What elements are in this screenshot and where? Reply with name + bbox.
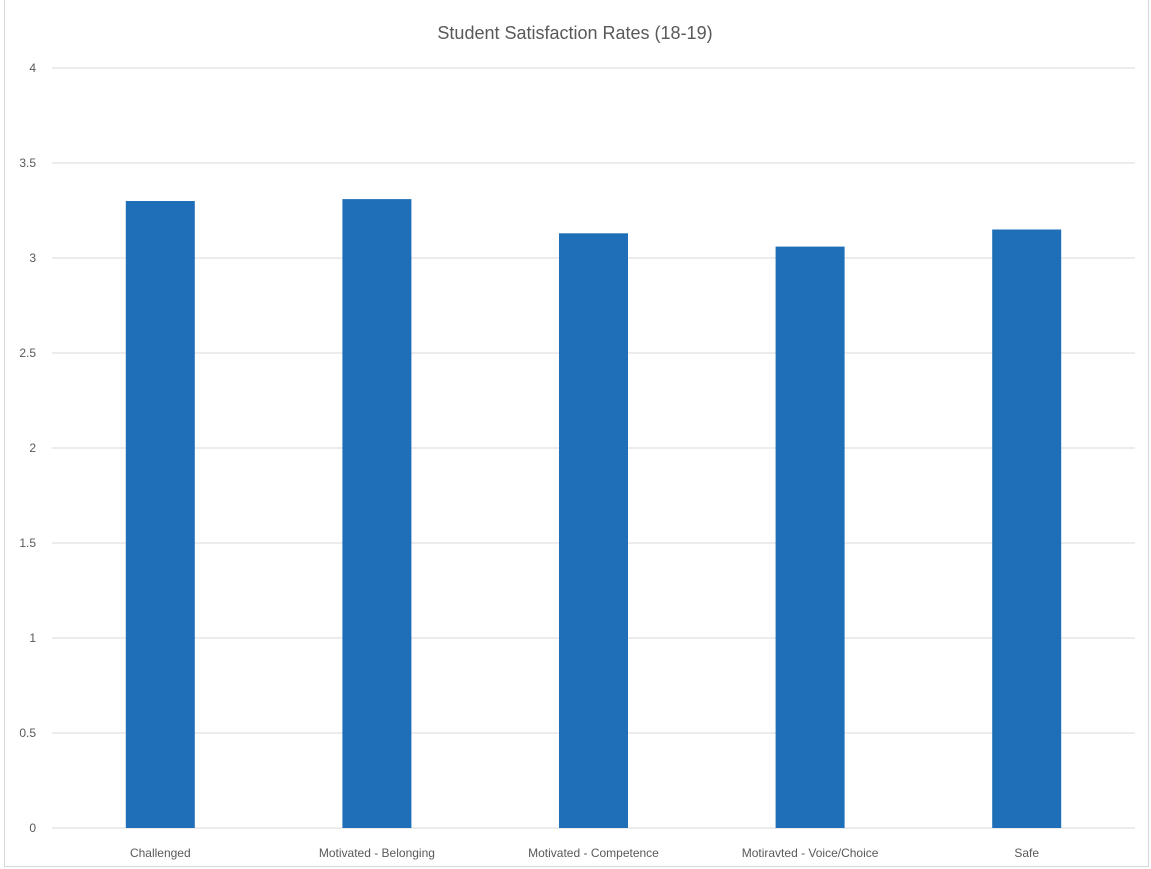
bar xyxy=(342,199,412,829)
y-axis-tick-labels: 0 0.5 1 1.5 2 2.5 3 3.5 4 xyxy=(19,61,36,835)
y-tick-label: 3 xyxy=(29,251,36,265)
bar xyxy=(775,246,845,829)
x-category-label: Safe xyxy=(1014,846,1039,860)
y-tick-label: 1 xyxy=(29,631,36,645)
x-axis-category-labels: Challenged Motivated - Belonging Motivated… xyxy=(130,846,1039,860)
x-category-label: Challenged xyxy=(130,846,191,860)
y-tick-label: 1.5 xyxy=(19,536,36,550)
y-tick-label: 4 xyxy=(29,61,36,75)
bar xyxy=(125,201,195,828)
bars xyxy=(125,199,1062,829)
x-category-label: Motivated - Competence xyxy=(528,846,659,860)
y-tick-label: 3.5 xyxy=(19,156,36,170)
y-tick-label: 2 xyxy=(29,441,36,455)
chart-title: Student Satisfaction Rates (18-19) xyxy=(437,23,712,43)
y-tick-label: 0 xyxy=(29,821,36,835)
y-tick-label: 0.5 xyxy=(19,726,36,740)
y-tick-label: 2.5 xyxy=(19,346,36,360)
x-category-label: Motivated - Belonging xyxy=(319,846,435,860)
x-category-label: Motiravted - Voice/Choice xyxy=(742,846,879,860)
bar xyxy=(559,233,628,829)
bar xyxy=(992,229,1062,828)
